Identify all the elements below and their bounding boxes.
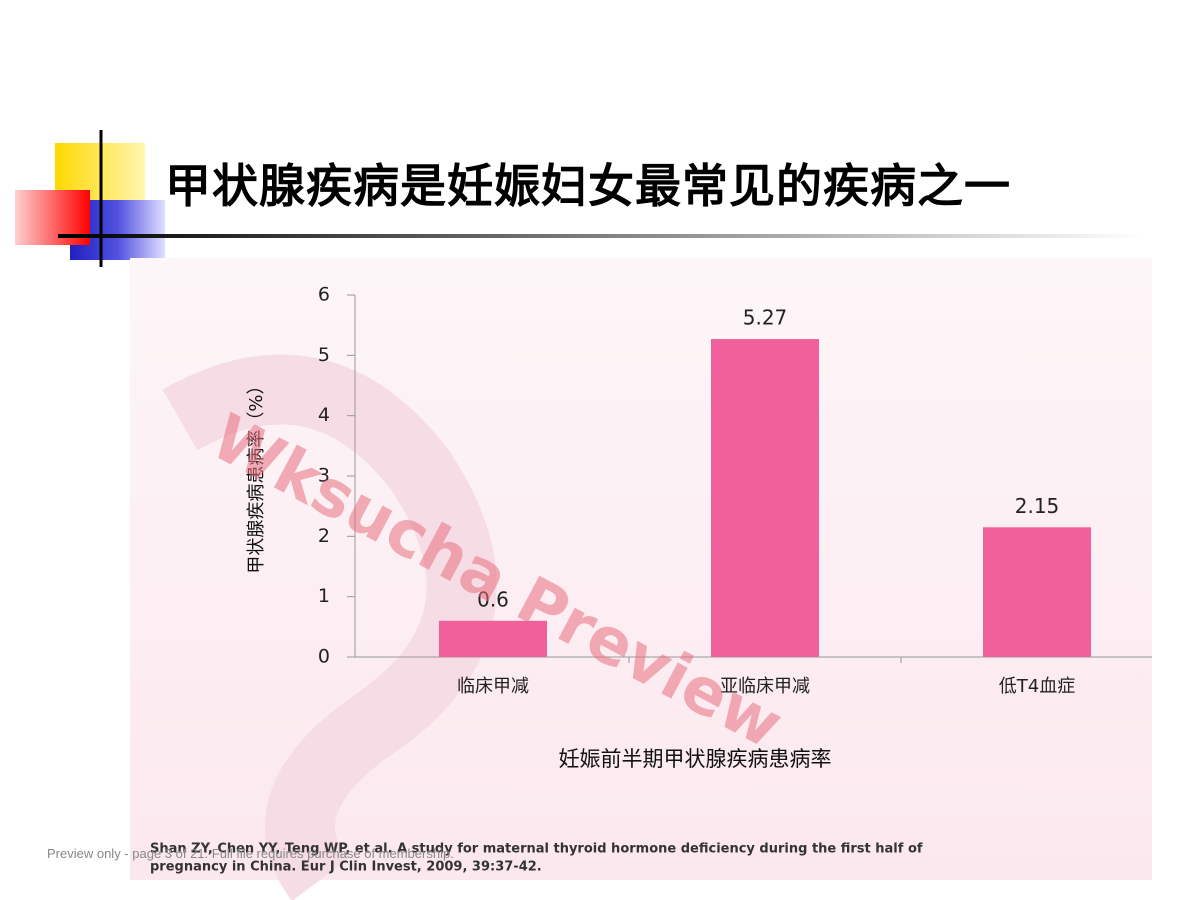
slide-title: 甲状腺疾病是妊娠妇女最常见的疾病之一 — [165, 159, 1011, 213]
data-label: 0.6 — [477, 587, 509, 611]
bar — [983, 527, 1091, 657]
x-tick-label: 低T4血症 — [999, 676, 1075, 697]
bg-swirl — [162, 354, 497, 900]
preview-footer: Preview only - page 3 of 21. Full file r… — [47, 846, 454, 861]
bar — [711, 339, 819, 657]
title-rule — [58, 234, 1143, 238]
y-axis-title: 甲状腺疾病患病率（%） — [246, 376, 267, 573]
citation: pregnancy in China. Eur J Clin Invest, 2… — [150, 860, 542, 875]
data-label: 2.15 — [1015, 494, 1060, 518]
data-label: 5.27 — [743, 306, 788, 330]
bar — [439, 620, 547, 657]
x-tick-label: 亚临床甲减 — [720, 676, 810, 697]
y-tick-label: 4 — [318, 404, 330, 426]
x-tick-label: 临床甲减 — [457, 676, 529, 697]
y-tick-label: 6 — [318, 284, 330, 306]
y-tick-label: 3 — [318, 465, 330, 487]
x-axis-title: 妊娠前半期甲状腺疾病患病率 — [559, 747, 832, 771]
y-tick-label: 1 — [318, 585, 330, 607]
y-tick-label: 5 — [318, 344, 330, 366]
y-tick-label: 0 — [318, 646, 330, 668]
chart: 0 1 2 3 4 5 6 临床甲减 0.6 亚临床甲减 5.27 低T4血症 2.15 妊娠前半期甲状腺… — [246, 284, 1152, 771]
y-tick-label: 2 — [318, 525, 330, 547]
citation: Shan ZY, Chen YY, Teng WP, et al. A stud… — [150, 842, 923, 857]
